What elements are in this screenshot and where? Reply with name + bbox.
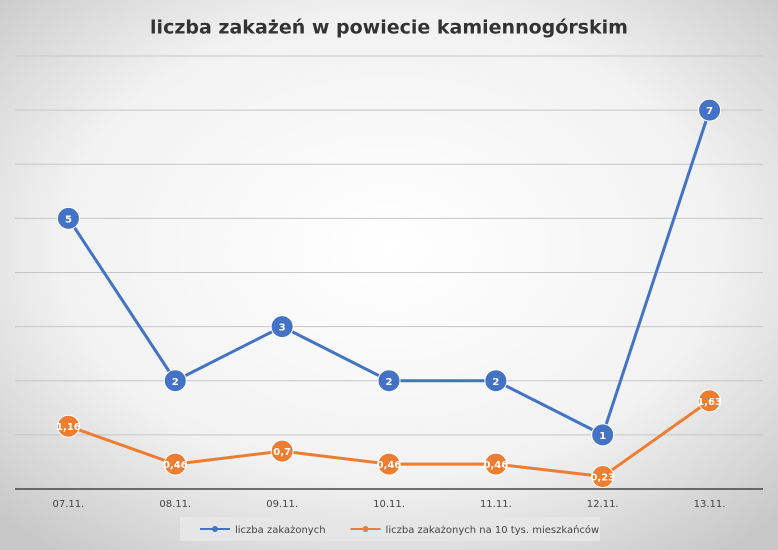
x-tick-label: 11.11. — [480, 499, 512, 510]
marker — [698, 389, 722, 413]
data-label: 7 — [706, 106, 713, 117]
data-label: 0,7 — [273, 447, 291, 458]
marker — [698, 98, 722, 122]
marker — [270, 439, 294, 463]
marker — [163, 369, 187, 393]
marker — [591, 465, 615, 489]
legend-label: liczba zakażonych — [235, 525, 326, 536]
data-label: 0,23 — [590, 473, 615, 484]
marker — [163, 452, 187, 476]
data-label: 1,16 — [56, 422, 81, 433]
data-label: 5 — [65, 214, 72, 225]
x-tick-label: 07.11. — [53, 499, 85, 510]
marker — [484, 369, 508, 393]
legend-marker — [212, 526, 218, 532]
data-label: 2 — [492, 377, 499, 388]
x-tick-label: 12.11. — [587, 499, 619, 510]
data-label: 2 — [386, 377, 393, 388]
marker — [56, 414, 80, 438]
x-tick-label: 08.11. — [159, 499, 191, 510]
data-label: 0,46 — [484, 460, 509, 471]
marker — [270, 315, 294, 339]
chart-title: liczba zakażeń w powiecie kamiennogórski… — [150, 17, 628, 39]
marker — [484, 452, 508, 476]
marker — [377, 369, 401, 393]
marker — [591, 423, 615, 447]
x-tick-label: 09.11. — [266, 499, 298, 510]
x-tick-label: 13.11. — [694, 499, 726, 510]
x-tick-label: 10.11. — [373, 499, 405, 510]
marker — [56, 206, 80, 230]
data-label: 0,46 — [163, 460, 188, 471]
legend-marker — [362, 526, 369, 532]
data-label: 3 — [279, 323, 286, 334]
marker — [377, 452, 401, 476]
data-label: 1,63 — [697, 397, 722, 408]
legend-label: liczba zakażonych na 10 tys. mieszkańców — [386, 524, 600, 536]
legend-box — [180, 517, 600, 541]
data-label: 1 — [599, 431, 606, 442]
data-label: 0,46 — [377, 460, 402, 471]
data-label: 2 — [172, 377, 179, 388]
